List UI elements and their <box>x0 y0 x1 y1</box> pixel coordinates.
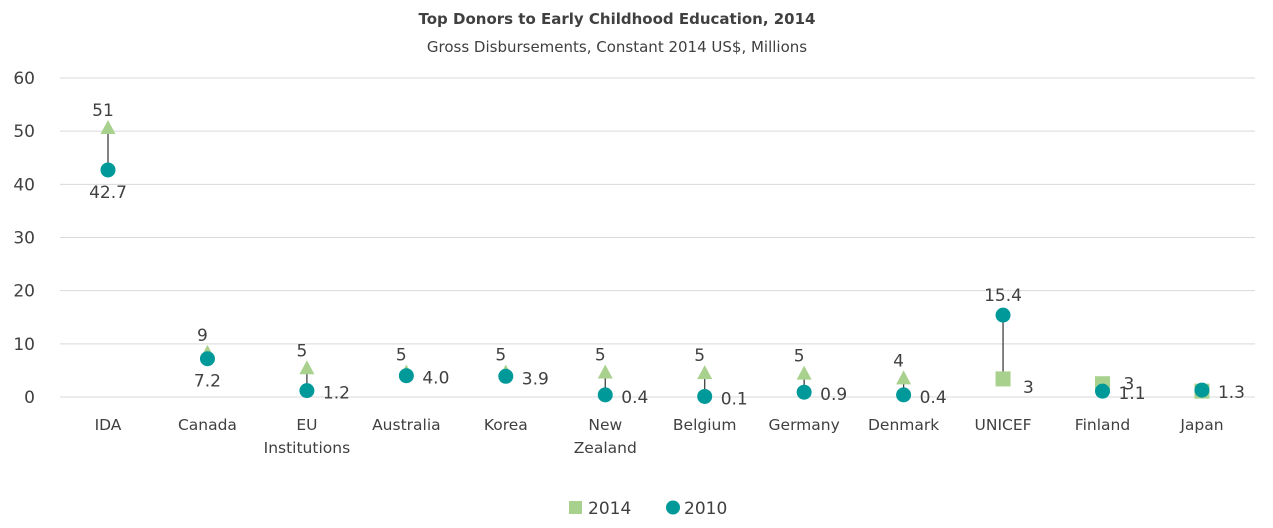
marker-2014 <box>896 370 912 385</box>
y-tick-label: 50 <box>13 122 35 142</box>
legend-2014-label: 2014 <box>588 499 631 519</box>
data-label-2010: 1.1 <box>1119 384 1146 404</box>
marker-2010 <box>398 368 414 384</box>
marker-2014 <box>597 364 613 379</box>
category-label: Korea <box>484 416 528 434</box>
data-label-2014: 3 <box>1023 378 1034 398</box>
x-axis-categories: IDA Canada EU Institutions Australia Korea New… <box>95 416 1224 457</box>
data-label-2010: 7.2 <box>194 372 221 392</box>
category-label: Finland <box>1075 416 1130 434</box>
data-label-2014: 5 <box>396 346 407 366</box>
y-axis-ticks: 0 10 20 30 40 50 60 <box>13 69 35 408</box>
y-tick-label: 20 <box>13 282 35 302</box>
data-label-2014: 5 <box>495 346 506 366</box>
marker-2010 <box>299 383 315 399</box>
marker-2014 <box>995 371 1011 387</box>
data-label-2010: 4.0 <box>422 369 449 389</box>
legend: 2014 2010 <box>569 499 727 519</box>
y-tick-label: 40 <box>13 175 35 195</box>
data-label-2010: 0.4 <box>920 388 947 408</box>
data-label-2010: 1.3 <box>1218 383 1245 403</box>
marker-2014 <box>100 119 116 134</box>
category-label: Australia <box>372 416 441 434</box>
chart-subtitle: Gross Disbursements, Constant 2014 US$, … <box>427 38 807 56</box>
data-label-2014: 5 <box>694 346 705 366</box>
marker-2014 <box>299 360 315 375</box>
data-label-2014: 51 <box>92 101 114 121</box>
marker-2010 <box>796 384 812 400</box>
y-tick-label: 0 <box>24 388 35 408</box>
data-label-2014: 3 <box>1124 375 1135 395</box>
data-markers <box>100 119 1210 404</box>
category-label: IDA <box>95 416 122 434</box>
category-label: UNICEF <box>975 416 1032 434</box>
category-label: Belgium <box>673 416 737 434</box>
data-label-2014: 9 <box>197 326 208 346</box>
data-label-2014: 5 <box>595 346 606 366</box>
category-label: New Zealand <box>574 416 637 457</box>
marker-2010 <box>597 387 613 403</box>
marker-2010 <box>498 368 514 384</box>
y-tick-label: 60 <box>13 69 35 89</box>
data-label-2010: 0.1 <box>721 389 748 409</box>
legend-2010-swatch <box>666 500 680 515</box>
legend-2014-swatch <box>569 501 582 514</box>
category-label: EU Institutions <box>264 416 351 457</box>
marker-2010 <box>100 162 116 178</box>
category-label: Denmark <box>868 416 939 434</box>
data-label-2010: 3.9 <box>522 369 549 389</box>
data-label-2010: 15.4 <box>984 286 1022 306</box>
marker-2010 <box>896 387 912 403</box>
marker-2010 <box>199 351 215 367</box>
data-label-2014: 4 <box>893 351 904 371</box>
gridlines <box>60 77 1255 398</box>
data-label-2010: 42.7 <box>89 183 127 203</box>
data-label-2010: 1.2 <box>323 384 350 404</box>
connector-lines <box>107 127 1203 397</box>
data-label-2010: 0.9 <box>820 385 847 405</box>
y-tick-label: 10 <box>13 335 35 355</box>
category-label: Germany <box>769 416 840 434</box>
data-label-2014: 5 <box>296 341 307 361</box>
marker-2014 <box>796 365 812 380</box>
marker-2014 <box>697 365 713 380</box>
data-label-2010: 0.4 <box>621 388 648 408</box>
chart-title: Top Donors to Early Childhood Education,… <box>419 10 816 28</box>
category-label: Japan <box>1179 416 1223 434</box>
marker-2010 <box>1194 382 1210 398</box>
marker-2010 <box>1095 383 1110 399</box>
legend-2010-label: 2010 <box>684 499 727 519</box>
data-label-2014: 5 <box>794 347 805 367</box>
marker-2010 <box>995 307 1011 323</box>
y-tick-label: 30 <box>13 229 35 249</box>
category-label: Canada <box>178 416 237 434</box>
marker-2010 <box>697 388 713 404</box>
